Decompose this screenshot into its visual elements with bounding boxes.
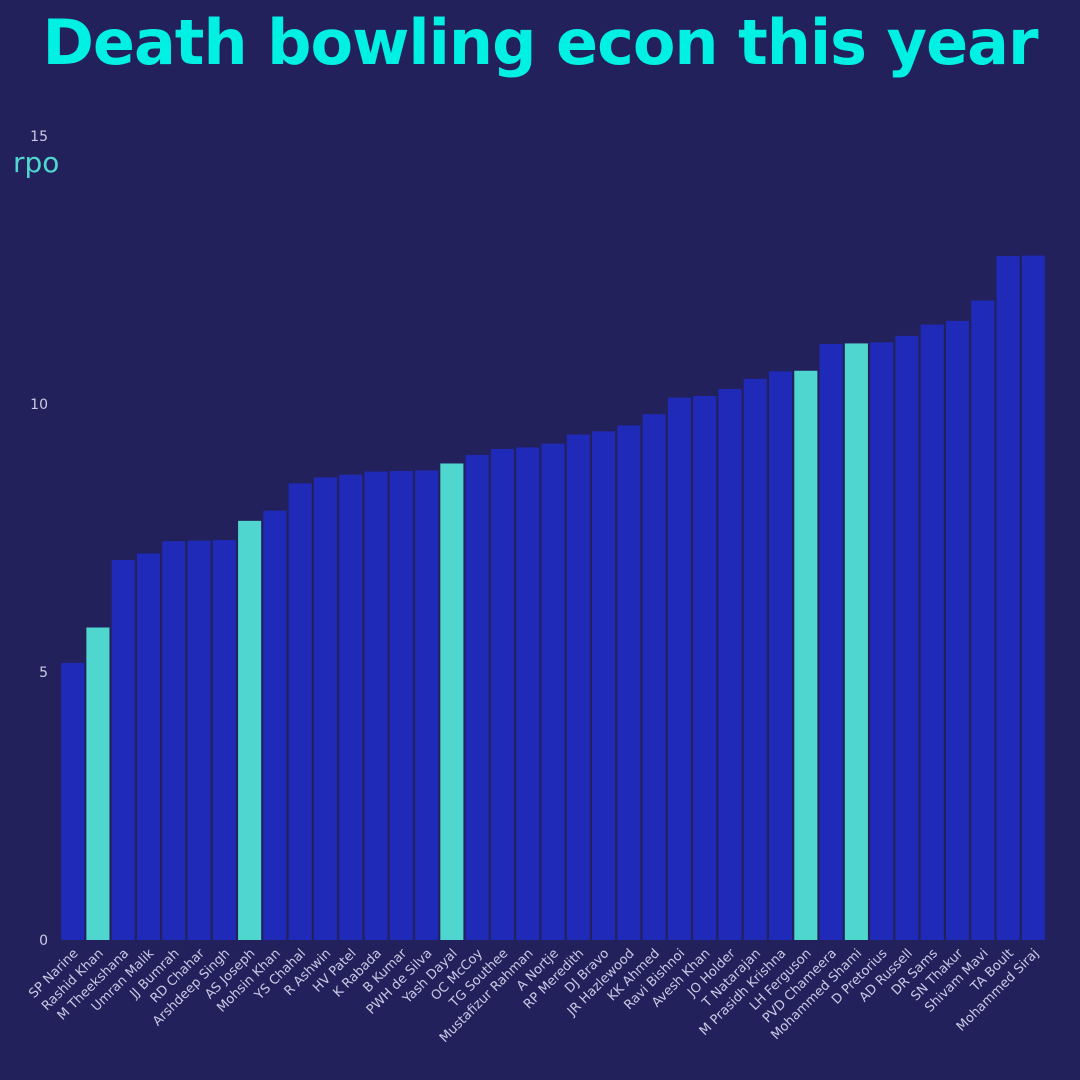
- bar-d-pretorius[interactable]: [870, 342, 894, 940]
- bar-r-ashwin[interactable]: [313, 477, 337, 940]
- bar-jr-hazlewood[interactable]: [617, 425, 641, 940]
- bar-mustafizur-rahman[interactable]: [516, 447, 540, 940]
- bar-oc-mccoy[interactable]: [465, 454, 489, 940]
- bar-pwh-de-silva[interactable]: [415, 470, 439, 940]
- bar-dr-sams[interactable]: [920, 324, 944, 940]
- y-tick-label: 0: [39, 933, 48, 949]
- bar-arshdeep-singh[interactable]: [212, 540, 236, 940]
- y-tick-label: 15: [30, 129, 48, 145]
- bar-k-rabada[interactable]: [364, 471, 388, 940]
- bar-avesh-khan[interactable]: [693, 395, 717, 941]
- y-tick-label: 5: [39, 665, 48, 681]
- bar-ravi-bishnoi[interactable]: [667, 397, 691, 940]
- bar-rp-meredith[interactable]: [566, 434, 590, 940]
- bar-jo-holder[interactable]: [718, 388, 742, 940]
- bar-mohsin-khan[interactable]: [263, 510, 287, 940]
- bar-kk-ahmed[interactable]: [642, 414, 666, 940]
- bar-ys-chahal[interactable]: [288, 483, 312, 940]
- bar-m-prasidh-krishna[interactable]: [769, 371, 793, 940]
- bar-a-nortje[interactable]: [541, 443, 565, 940]
- bar-yash-dayal[interactable]: [440, 463, 464, 941]
- bar-sp-narine[interactable]: [61, 662, 85, 940]
- bar-sn-thakur[interactable]: [945, 320, 970, 940]
- bar-as-joseph[interactable]: [238, 520, 262, 940]
- bar-shivam-mavi[interactable]: [971, 300, 995, 940]
- bar-t-natarajan[interactable]: [743, 378, 767, 940]
- bar-pvd-chameera[interactable]: [819, 343, 843, 941]
- bar-mohammed-shami[interactable]: [844, 343, 868, 940]
- bar-dj-bravo[interactable]: [592, 431, 616, 940]
- bar-rd-chahar[interactable]: [187, 540, 211, 940]
- bar-umran-malik[interactable]: [136, 553, 161, 940]
- bar-m-theekshana[interactable]: [111, 559, 135, 940]
- bar-rashid-khan[interactable]: [86, 627, 110, 940]
- bar-lh-ferguson[interactable]: [794, 370, 818, 940]
- y-axis-unit-label: rpo: [13, 146, 60, 179]
- bar-hv-patel[interactable]: [339, 474, 363, 940]
- bar-tg-southee[interactable]: [490, 449, 514, 940]
- y-tick-label: 10: [30, 397, 48, 413]
- bar-b-kumar[interactable]: [389, 471, 413, 940]
- bar-jj-bumrah[interactable]: [162, 541, 186, 940]
- chart-title: Death bowling econ this year: [42, 6, 1038, 79]
- bar-ta-boult[interactable]: [996, 256, 1020, 940]
- bar-mohammed-siraj[interactable]: [1021, 255, 1045, 940]
- bar-ad-russell[interactable]: [895, 335, 919, 940]
